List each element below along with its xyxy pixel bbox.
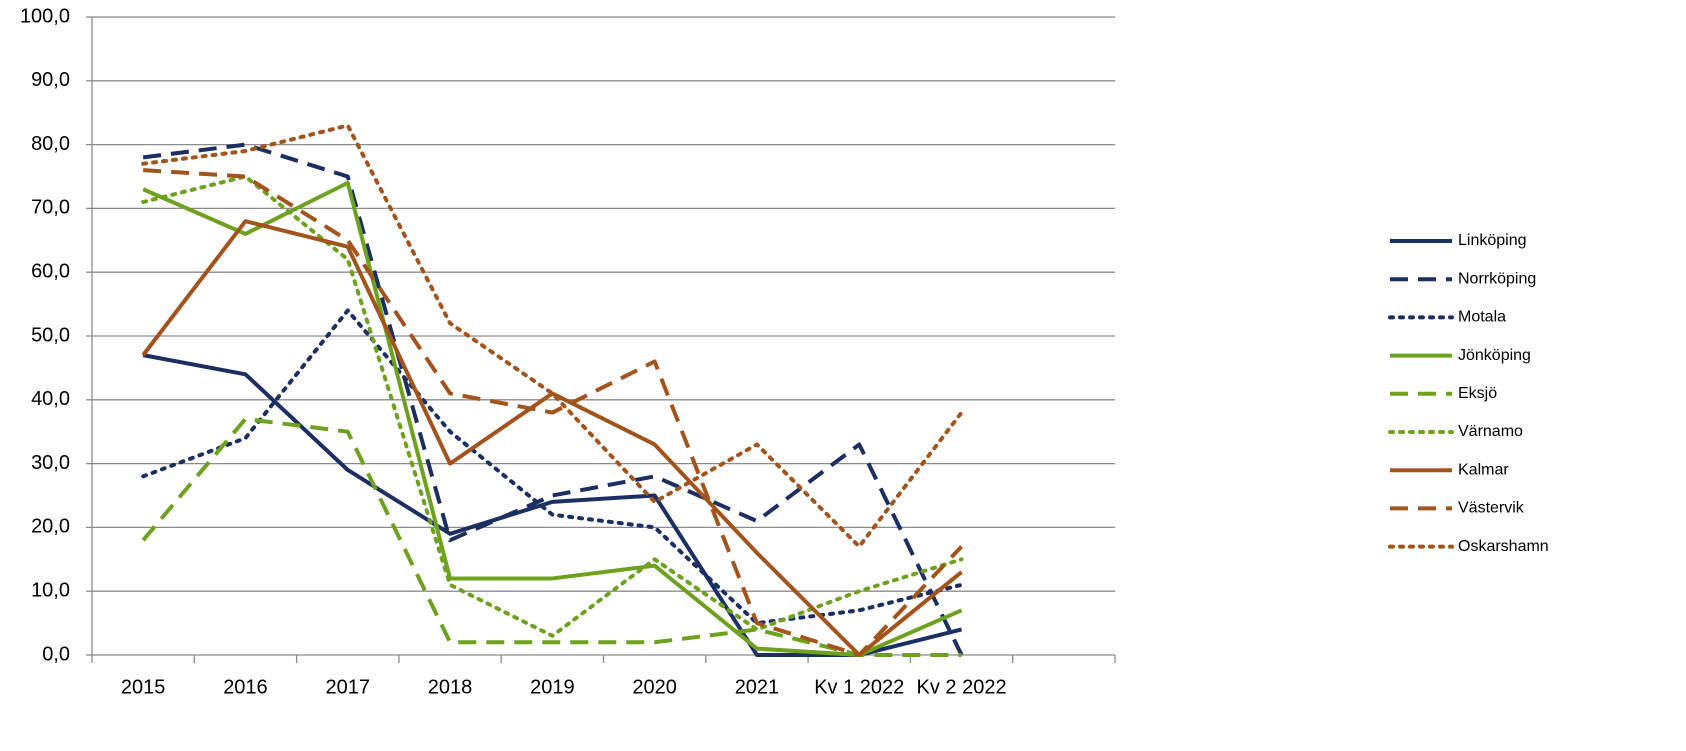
- y-tick-label: 70,0: [31, 197, 70, 219]
- x-tick-label: 2020: [632, 676, 677, 698]
- y-tick-label: 50,0: [31, 324, 70, 346]
- y-tick-label: 90,0: [31, 69, 70, 91]
- x-tick-label: 2018: [428, 676, 473, 698]
- y-tick-label: 80,0: [31, 133, 70, 155]
- y-tick-label: 0,0: [42, 643, 70, 665]
- legend-label: Eksjö: [1458, 385, 1497, 402]
- series-line: [141, 416, 962, 657]
- y-tick-label: 100,0: [20, 5, 70, 27]
- series-line: [143, 168, 964, 657]
- legend-label: Kalmar: [1458, 461, 1509, 478]
- x-tick-label: Kv 1 2022: [814, 676, 904, 698]
- x-tick-label: Kv 2 2022: [917, 676, 1007, 698]
- legend-label: Oskarshamn: [1458, 538, 1549, 555]
- series-line: [141, 174, 964, 638]
- legend-label: Motala: [1458, 309, 1506, 326]
- series-line: [141, 308, 964, 626]
- y-tick-label: 60,0: [31, 260, 70, 282]
- legend-label: Värnamo: [1458, 423, 1523, 440]
- x-tick-label: 2019: [530, 676, 575, 698]
- x-tick-label: 2017: [326, 676, 371, 698]
- series-line: [142, 353, 963, 657]
- legend-label: Jönköping: [1458, 347, 1531, 364]
- series-line: [141, 219, 963, 657]
- y-tick-label: 40,0: [31, 388, 70, 410]
- legend-label: Norrköping: [1458, 270, 1536, 287]
- legend-label: Linköping: [1458, 232, 1527, 249]
- series-line: [141, 123, 964, 549]
- y-tick-label: 30,0: [31, 452, 70, 474]
- x-tick-label: 2021: [735, 676, 780, 698]
- legend-label: Västervik: [1458, 500, 1525, 517]
- x-tick-label: 2015: [121, 676, 166, 698]
- y-tick-label: 20,0: [31, 516, 70, 538]
- series-line: [142, 180, 963, 657]
- x-tick-label: 2016: [223, 676, 268, 698]
- y-tick-label: 10,0: [31, 579, 70, 601]
